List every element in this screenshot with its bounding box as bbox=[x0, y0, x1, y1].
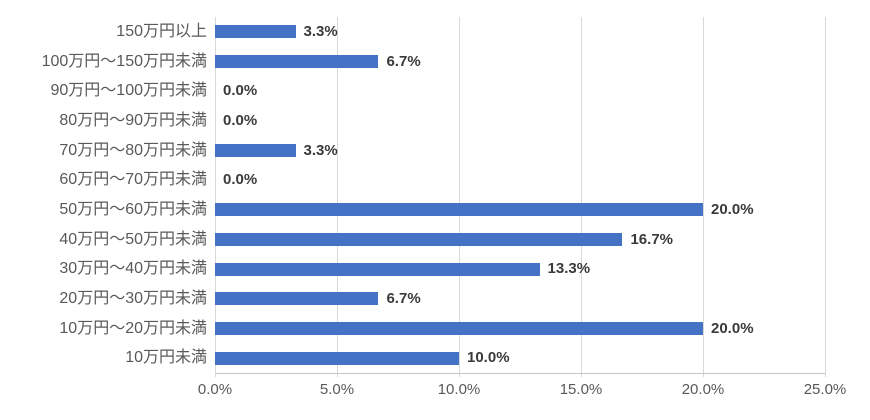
bar bbox=[215, 292, 379, 306]
plot-area: 3.3% 6.7% 0.0% 0.0% 3.3% 0.0% 20.0% 16.7% 13.3% 6… bbox=[215, 17, 826, 377]
x-axis-tick-mark bbox=[825, 373, 826, 377]
x-axis-tick-label: 15.0% bbox=[559, 381, 603, 398]
bar-value-label: 0.0% bbox=[223, 171, 258, 189]
bar-value-label: 0.0% bbox=[223, 82, 258, 100]
bar bbox=[215, 203, 703, 217]
bar-value-label: 10.0% bbox=[467, 349, 510, 367]
x-axis-tick-mark bbox=[703, 373, 704, 377]
bar bbox=[215, 262, 540, 276]
x-axis-tick-mark bbox=[337, 373, 338, 377]
x-axis-tick-label: 20.0% bbox=[681, 381, 725, 398]
category-label: 50万円～60万円未満 bbox=[59, 201, 207, 218]
x-axis-tick-label: 0.0% bbox=[197, 381, 233, 398]
bar-value-label: 13.3% bbox=[547, 260, 591, 278]
bar bbox=[215, 25, 296, 39]
x-axis-tick-mark bbox=[215, 373, 216, 377]
category-label: 10万円未満 bbox=[125, 349, 207, 367]
category-label: 10万円～20万円未満 bbox=[59, 319, 207, 337]
gridline-0.0% bbox=[215, 17, 216, 373]
x-axis-tick-mark bbox=[459, 373, 460, 377]
gridline-15.0% bbox=[581, 17, 582, 373]
bar-value-label: 3.3% bbox=[303, 141, 338, 159]
category-label: 40万円～50万円未満 bbox=[59, 230, 207, 248]
x-axis-line bbox=[215, 373, 825, 374]
bar-value-label: 16.7% bbox=[630, 230, 674, 248]
category-label: 150万円以上 bbox=[116, 23, 207, 40]
bar-value-label: 20.0% bbox=[711, 319, 754, 337]
bar bbox=[215, 322, 703, 335]
x-axis-tick-label: 5.0% bbox=[319, 381, 355, 398]
gridline-20.0% bbox=[703, 17, 704, 373]
category-label: 70万円～80万円未満 bbox=[59, 141, 207, 159]
bar-value-label: 6.7% bbox=[386, 52, 421, 70]
bar bbox=[215, 351, 459, 365]
gridline-25.0% bbox=[825, 17, 826, 373]
bar-value-label: 3.3% bbox=[303, 23, 338, 40]
x-axis-tick-label: 25.0% bbox=[803, 381, 847, 398]
category-label: 80万円～90万円未満 bbox=[59, 112, 207, 129]
gridline-10.0% bbox=[459, 17, 460, 373]
category-label: 20万円～30万円未満 bbox=[59, 290, 207, 307]
category-label: 100万円～150万円未満 bbox=[41, 52, 207, 70]
category-label: 60万円～70万円未満 bbox=[59, 171, 207, 189]
bar bbox=[215, 233, 623, 246]
bar bbox=[215, 55, 379, 68]
category-label: 90万円～100万円未満 bbox=[50, 82, 208, 100]
x-axis-tick-mark bbox=[581, 373, 582, 377]
bar-value-label: 6.7% bbox=[386, 290, 421, 307]
bar-value-label: 20.0% bbox=[711, 201, 754, 218]
gridline-5.0% bbox=[337, 17, 338, 373]
bar-value-label: 0.0% bbox=[223, 112, 258, 129]
x-axis-tick-label: 10.0% bbox=[437, 381, 481, 398]
bar bbox=[215, 144, 296, 157]
category-label: 30万円～40万円未満 bbox=[59, 260, 207, 278]
